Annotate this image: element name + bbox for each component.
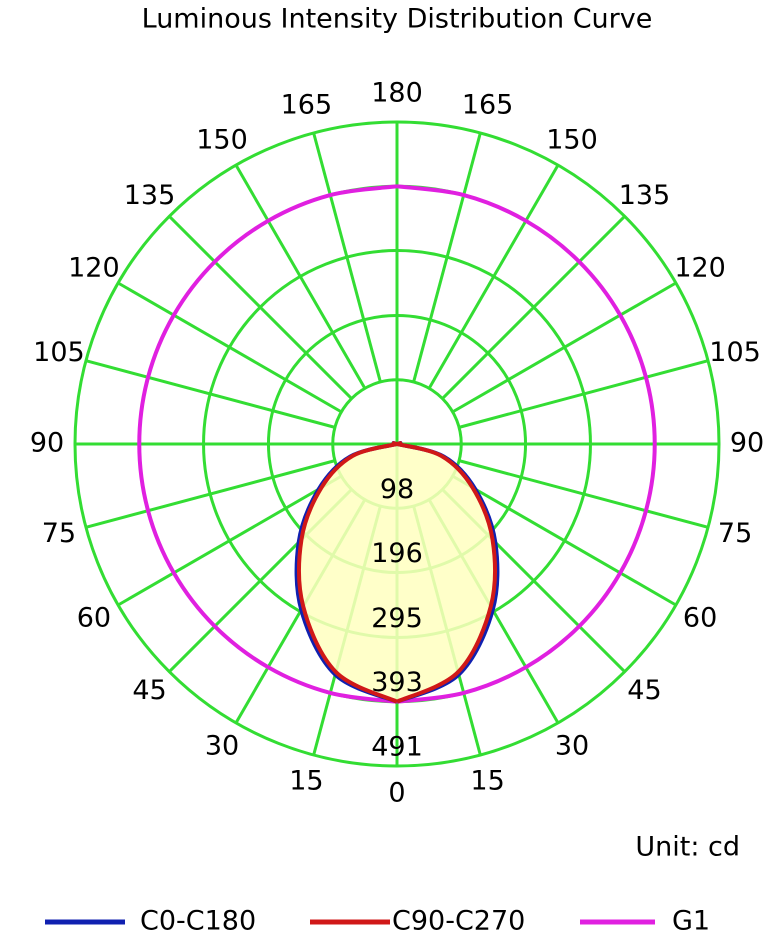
radial-tick-label: 196: [371, 538, 423, 569]
angle-label: 30: [205, 731, 239, 762]
grid-spoke: [451, 281, 677, 414]
grid-spoke: [412, 132, 482, 383]
grid-spoke: [312, 132, 382, 383]
angle-label: 150: [546, 124, 598, 155]
series-curve: [137, 184, 398, 704]
grid-spoke: [234, 164, 367, 390]
grid-spoke: [117, 281, 343, 414]
angle-label: 135: [124, 180, 176, 211]
radial-tick-label: 98: [380, 474, 414, 505]
grid-spoke: [168, 215, 353, 400]
angle-label: 60: [683, 603, 717, 634]
angle-label: 75: [718, 518, 752, 549]
angle-label: 0: [388, 778, 405, 809]
radial-tick-label: 295: [371, 603, 423, 634]
chart-title: Luminous Intensity Distribution Curve: [142, 4, 653, 35]
angle-label: 60: [77, 603, 111, 634]
angle-label: 105: [709, 337, 761, 368]
angle-label: 30: [555, 731, 589, 762]
grid-spoke: [458, 459, 709, 529]
angle-label: 165: [462, 89, 514, 120]
grid-spoke: [458, 359, 709, 429]
angle-label: 90: [730, 428, 764, 459]
series-curve: [297, 441, 403, 704]
series-curve: [396, 184, 657, 704]
legend-label: C90-C270: [392, 906, 525, 937]
angle-label: 165: [281, 89, 333, 120]
grid-spoke: [85, 459, 336, 529]
angle-label: 150: [196, 124, 248, 155]
grid-spoke: [451, 474, 677, 607]
radial-tick-label: 491: [371, 732, 423, 763]
unit-label: Unit: cd: [635, 832, 740, 863]
legend-label: G1: [672, 906, 710, 937]
grid-spoke: [117, 474, 343, 607]
legend-label: C0-C180: [140, 906, 256, 937]
angle-label: 15: [470, 766, 504, 797]
angle-label: 45: [132, 675, 166, 706]
angle-label: 45: [627, 675, 661, 706]
angle-label: 75: [42, 518, 76, 549]
area-fill: [393, 443, 498, 702]
angle-label: 90: [30, 428, 64, 459]
angle-label: 180: [371, 78, 423, 109]
angle-label: 120: [68, 253, 120, 284]
angle-label: 15: [289, 766, 323, 797]
angle-label: 105: [33, 337, 85, 368]
series-curve: [391, 441, 497, 704]
grid-spoke: [427, 164, 560, 390]
angle-label: 135: [619, 180, 671, 211]
angle-label: 120: [674, 253, 726, 284]
grid-spoke: [441, 215, 626, 400]
radial-tick-label: 393: [371, 667, 423, 698]
grid-spoke: [85, 359, 336, 429]
area-fill: [296, 443, 401, 702]
